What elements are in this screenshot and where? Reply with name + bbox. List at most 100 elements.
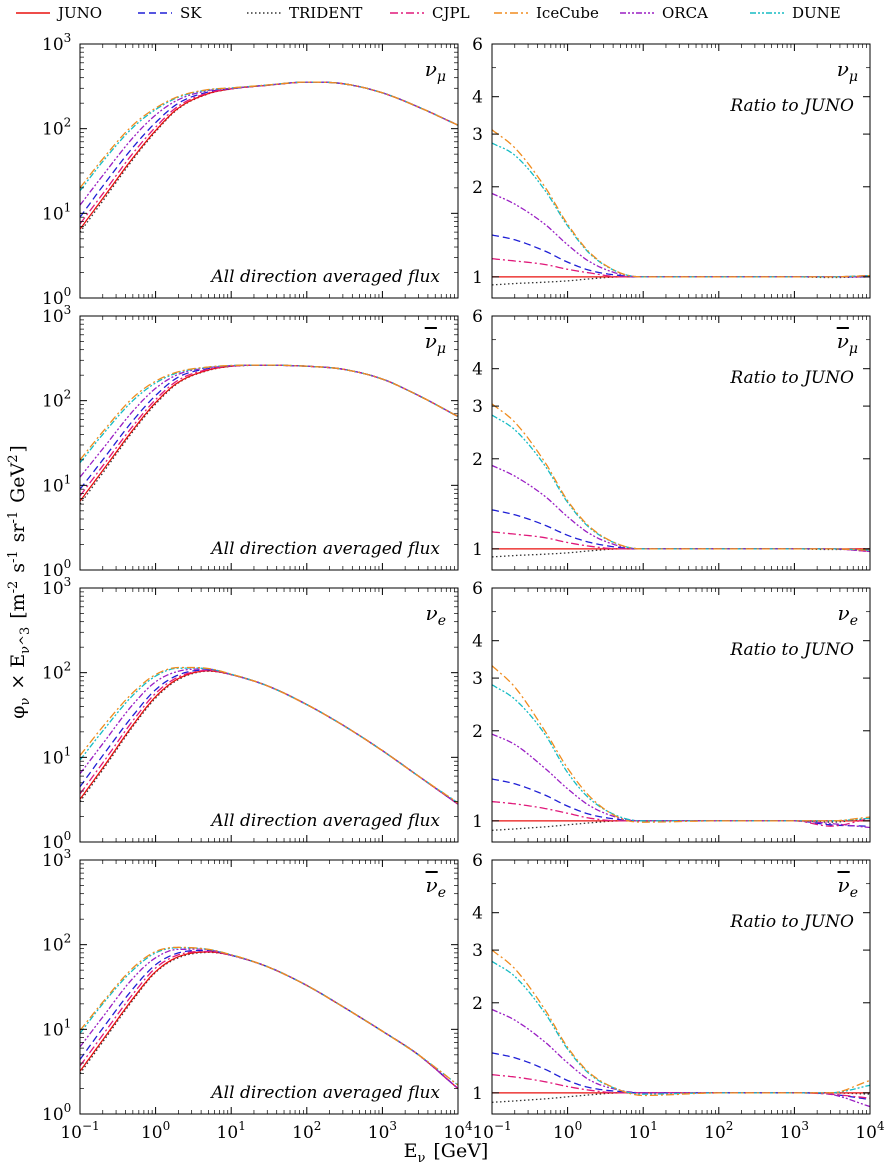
series-line-dune	[80, 364, 458, 464]
y-tick-label: 102	[42, 660, 71, 684]
y-tick-label: 103	[42, 847, 71, 871]
legend-item-trident: TRIDENT	[247, 4, 362, 22]
y-tick-label: 6	[472, 307, 483, 327]
series-line-orca	[492, 192, 870, 278]
series-line-dune	[492, 960, 870, 1095]
series-line-sk	[492, 509, 870, 551]
y-tick-label: 4	[472, 88, 483, 108]
y-tick-label: 100	[42, 829, 71, 853]
y-tick-label: 4	[472, 632, 483, 652]
y-tick-label: 102	[42, 388, 71, 412]
panel-note: All direction averaged flux	[209, 1083, 440, 1103]
panel-ratio-2: 1 2 3 4 6 νμ Ratio to JUNO	[472, 307, 871, 571]
series-line-sk	[80, 81, 458, 218]
panel-ratio-1: 1 2 3 4 6 νμ Ratio to JUNO	[472, 35, 871, 299]
legend-item-orca: ORCA	[620, 4, 708, 22]
series-group	[492, 403, 870, 558]
panels: 100 101 102 103 νμ All direction averaged flu…	[42, 31, 885, 1143]
series-line-cjpl	[80, 950, 458, 1089]
x-tick-label: 104	[443, 1119, 473, 1143]
panel-note: All direction averaged flux	[209, 811, 440, 831]
series-line-juno	[80, 951, 458, 1089]
x-tick-label: 104	[855, 1119, 885, 1143]
plot-frame	[79, 859, 459, 1115]
series-line-sk	[80, 364, 458, 490]
plot-frame	[491, 43, 871, 299]
y-tick-label: 4	[472, 360, 483, 380]
panel-note: All direction averaged flux	[209, 539, 440, 559]
plot-frame	[491, 587, 871, 843]
series-line-orca	[80, 364, 458, 478]
series-line-orca	[492, 1008, 870, 1108]
y-tick-label: 100	[42, 1101, 71, 1125]
plot-frame	[79, 43, 459, 299]
y-tick-label: 100	[42, 285, 71, 309]
flavor-label: νe	[426, 873, 446, 901]
series-group	[80, 364, 458, 505]
flavor-label: νμ	[425, 57, 446, 85]
legend-label: CJPL	[432, 4, 470, 22]
y-tick-label: 6	[472, 579, 483, 599]
plot-frame	[79, 587, 459, 843]
series-line-orca	[492, 733, 870, 829]
series-line-icecube	[492, 403, 870, 551]
y-tick-label: 102	[42, 932, 71, 956]
y-tick-label: 2	[472, 722, 483, 742]
panel-note: All direction averaged flux	[209, 267, 440, 287]
legend-label: JUNO	[56, 4, 102, 22]
y-tick-label: 101	[42, 200, 71, 224]
y-tick-label: 1	[472, 1084, 483, 1104]
y-tick-label: 103	[42, 31, 71, 55]
legend-label: ORCA	[662, 4, 708, 22]
y-tick-label: 101	[42, 472, 71, 496]
series-line-dune	[492, 142, 870, 278]
y-tick-label: 103	[42, 303, 71, 327]
series-line-cjpl	[80, 364, 458, 497]
series-line-icecube	[492, 949, 870, 1097]
flavor-label: νe	[426, 601, 446, 629]
y-tick-label: 3	[472, 669, 483, 689]
legend-item-cjpl: CJPL	[390, 4, 470, 22]
series-line-trident	[80, 364, 458, 505]
y-axis-title: φν × Eν^3 [m-2 s-1 sr-1 GeV2 ]	[6, 445, 33, 719]
series-line-icecube	[80, 81, 458, 189]
series-line-cjpl	[80, 81, 458, 225]
series-line-trident	[80, 81, 458, 233]
series-line-cjpl	[492, 258, 870, 278]
x-tick-label: 10−1	[60, 1119, 99, 1143]
y-tick-label: 2	[472, 994, 483, 1014]
y-tick-label: 3	[472, 125, 483, 145]
series-line-cjpl	[492, 800, 870, 827]
y-tick-label: 1	[472, 812, 483, 832]
panel-flux-2: 100 101 102 103 νμ All direction averaged flu…	[42, 303, 459, 581]
x-tick-label: 103	[780, 1119, 809, 1143]
y-tick-label: 101	[42, 744, 71, 768]
series-line-icecube	[80, 364, 458, 461]
x-tick-label: 101	[217, 1119, 246, 1143]
x-tick-label: 101	[629, 1119, 658, 1143]
series-line-sk	[492, 234, 870, 278]
y-tick-label: 6	[472, 851, 483, 871]
plot-frame	[491, 859, 871, 1115]
series-group	[492, 665, 870, 831]
legend-label: TRIDENT	[289, 4, 362, 22]
y-tick-label: 102	[42, 116, 71, 140]
panel-note: Ratio to JUNO	[729, 912, 854, 932]
series-group	[80, 946, 458, 1089]
series-line-icecube	[80, 946, 458, 1086]
legend-item-dune: DUNE	[750, 4, 841, 22]
y-tick-label: 1	[472, 268, 483, 288]
legend-label: DUNE	[792, 4, 841, 22]
legend: JUNO SK TRIDENT CJPL IceCube ORCA DUNE	[16, 4, 841, 22]
flavor-label: νμ	[837, 57, 858, 85]
legend-label: IceCube	[536, 4, 599, 22]
x-tick-label: 10−1	[472, 1119, 511, 1143]
series-group	[492, 129, 870, 286]
series-line-dune	[80, 947, 458, 1086]
series-line-dune	[492, 414, 870, 551]
series-line-cjpl	[492, 1074, 870, 1099]
series-line-trident	[492, 548, 870, 558]
x-tick-label: 103	[368, 1119, 397, 1143]
y-tick-label: 2	[472, 450, 483, 470]
plot-frame	[491, 315, 871, 571]
